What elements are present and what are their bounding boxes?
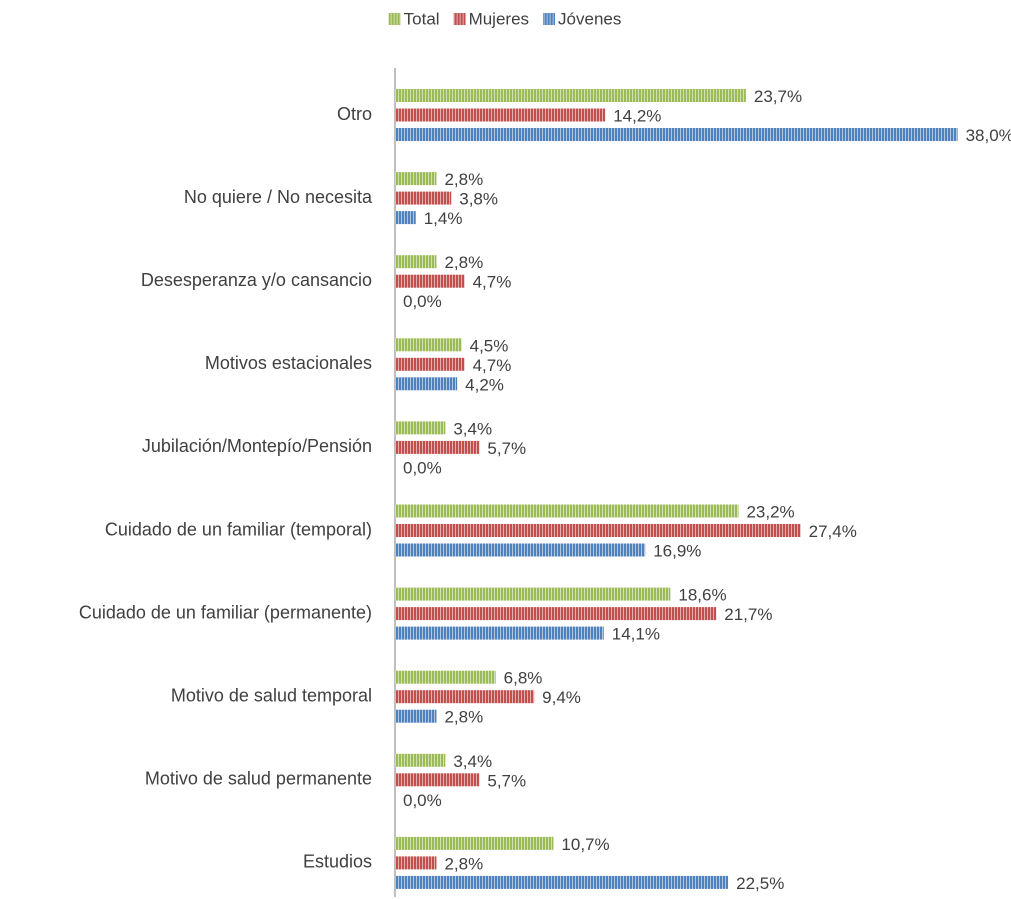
bar (395, 709, 437, 723)
bar (395, 856, 437, 870)
value-label: 38,0% (966, 126, 1011, 145)
legend-swatch (453, 13, 466, 25)
value-label: 2,8% (444, 253, 483, 272)
value-label: 3,4% (453, 752, 492, 771)
value-label: 6,8% (504, 669, 543, 688)
category-label: Cuidado de un familiar (permanente) (79, 602, 372, 622)
value-label: 16,9% (653, 541, 701, 560)
bar (395, 875, 729, 889)
bar (395, 108, 606, 122)
bar (395, 440, 480, 454)
value-label: 4,7% (473, 356, 512, 375)
value-label: 0,0% (403, 292, 442, 311)
category-label: Otro (337, 104, 372, 124)
bar (395, 524, 801, 537)
legend: Total Mujeres Jóvenes (388, 9, 621, 28)
value-label: 2,8% (444, 708, 483, 727)
bar (395, 543, 646, 557)
category-label: Motivos estacionales (205, 353, 372, 373)
value-label: 2,8% (444, 854, 483, 873)
value-label: 4,2% (465, 375, 504, 394)
category-label: Estudios (303, 852, 372, 872)
bar (395, 607, 717, 621)
legend-label: Mujeres (469, 9, 529, 28)
value-label: 22,5% (736, 874, 784, 893)
value-label: 3,4% (453, 419, 492, 438)
value-label: 0,0% (403, 791, 442, 810)
bar (395, 626, 604, 640)
bar (395, 172, 437, 186)
legend-swatch (543, 13, 556, 25)
bar (395, 504, 739, 518)
bar (395, 338, 462, 352)
bar (395, 421, 446, 435)
bar (395, 128, 958, 141)
value-label: 23,2% (746, 502, 794, 521)
bar (395, 836, 554, 850)
bar (395, 191, 452, 205)
category-label: Motivo de salud temporal (171, 685, 372, 705)
bar (395, 587, 671, 601)
bar (395, 255, 437, 269)
value-label: 10,7% (561, 835, 609, 854)
bar (395, 211, 416, 225)
category-label: Cuidado de un familiar (temporal) (105, 519, 372, 539)
bar (395, 670, 496, 684)
legend-label: Jóvenes (558, 9, 621, 28)
bar (395, 377, 458, 391)
value-label: 21,7% (724, 605, 772, 624)
value-label: 4,7% (473, 273, 512, 292)
value-label: 2,8% (444, 170, 483, 189)
bar (395, 753, 446, 767)
value-label: 9,4% (542, 688, 581, 707)
legend-label: Total (404, 9, 440, 28)
bar (395, 357, 465, 371)
value-label: 23,7% (754, 87, 802, 106)
category-label: No quiere / No necesita (184, 187, 373, 207)
value-label: 18,6% (678, 586, 726, 605)
bar (395, 274, 465, 288)
bar (395, 690, 535, 704)
value-label: 27,4% (809, 522, 857, 541)
value-label: 14,2% (613, 106, 661, 125)
value-label: 5,7% (487, 771, 526, 790)
value-label: 5,7% (487, 439, 526, 458)
category-label: Jubilación/Montepío/Pensión (142, 436, 372, 456)
value-label: 1,4% (424, 209, 463, 228)
value-label: 14,1% (612, 625, 660, 644)
value-label: 0,0% (403, 458, 442, 477)
legend-swatch (388, 13, 401, 25)
bar (395, 773, 480, 787)
category-label: Motivo de salud permanente (145, 769, 372, 789)
category-label: Desesperanza y/o cansancio (141, 270, 372, 290)
value-label: 3,8% (459, 190, 498, 209)
bar (395, 89, 746, 102)
value-label: 4,5% (470, 336, 509, 355)
